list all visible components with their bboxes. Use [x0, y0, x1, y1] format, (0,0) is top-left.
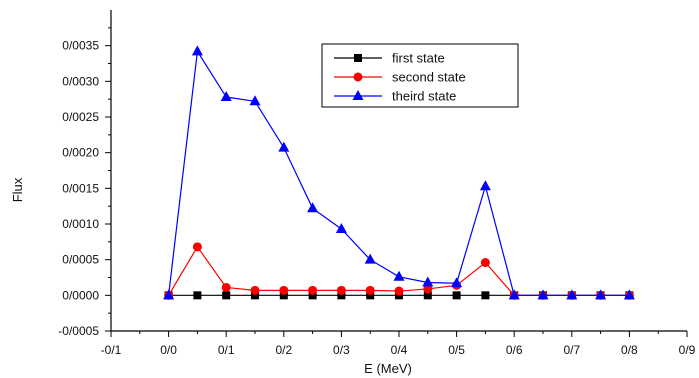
tick-marks — [105, 27, 688, 337]
x-tick-label: -0/1 — [101, 343, 122, 357]
legend-items: first state second state theird state — [334, 51, 466, 104]
data-point — [249, 95, 261, 106]
y-tick-label: 0/0025 — [62, 110, 99, 124]
x-tick-label: 0/4 — [391, 343, 408, 357]
tick-labels: -0/1 0/0 0/1 0/2 0/3 0/4 0/5 0/6 0/7 0/8 0/9 -0/000… — [58, 39, 695, 357]
y-tick-label: 0/0000 — [62, 288, 99, 302]
y-tick-label: 0/0030 — [62, 74, 99, 88]
data-point — [250, 285, 260, 295]
series-3 — [163, 45, 635, 300]
data-point — [279, 291, 288, 300]
series-layer — [163, 45, 635, 300]
x-tick-label: 0/8 — [621, 343, 638, 357]
x-tick-label: 0/7 — [563, 343, 580, 357]
legend-marker — [353, 72, 363, 82]
data-point — [251, 291, 259, 300]
x-tick-label: 0/0 — [160, 343, 177, 357]
legend-item: theird state — [334, 89, 456, 104]
data-point — [335, 222, 347, 233]
data-point — [423, 291, 432, 300]
data-point — [481, 291, 490, 300]
data-point — [422, 276, 434, 287]
data-point — [393, 270, 405, 281]
data-point — [222, 291, 231, 300]
data-point — [394, 286, 404, 296]
x-tick-label: 0/2 — [275, 343, 292, 357]
legend: first state second state theird state — [321, 43, 519, 108]
y-axis-title: Flux — [10, 177, 25, 202]
data-point — [279, 285, 289, 295]
y-tick-label: 0/0035 — [62, 39, 99, 53]
data-point — [191, 45, 203, 56]
data-point — [192, 242, 202, 252]
x-tick-label: 0/3 — [333, 343, 350, 357]
data-point — [337, 291, 346, 300]
data-point — [366, 291, 375, 300]
legend-label: second state — [392, 70, 466, 85]
y-tick-label: 0/0015 — [62, 181, 99, 195]
data-point — [566, 289, 578, 300]
data-point — [595, 289, 607, 300]
data-point — [163, 289, 175, 300]
y-tick-label: -0/0005 — [58, 324, 99, 338]
data-point — [221, 282, 231, 292]
legend-marker — [352, 90, 364, 100]
data-point — [480, 258, 490, 268]
data-point — [423, 284, 433, 294]
data-point — [537, 289, 549, 300]
data-point — [336, 285, 346, 295]
legend-item: first state — [334, 51, 445, 66]
y-tick-label: 0/0005 — [62, 253, 99, 267]
data-point — [308, 291, 317, 300]
data-point — [508, 289, 520, 300]
data-point — [451, 277, 463, 288]
data-point — [452, 291, 461, 300]
data-point — [308, 285, 318, 295]
data-point — [220, 91, 232, 102]
y-tick-label: 0/0010 — [62, 217, 99, 231]
x-tick-label: 0/9 — [679, 343, 696, 357]
x-tick-label: 0/1 — [218, 343, 235, 357]
legend-label: first state — [392, 51, 445, 66]
legend-label: theird state — [392, 89, 456, 104]
data-point — [307, 202, 319, 213]
data-point — [364, 253, 376, 264]
data-point — [623, 289, 635, 300]
data-point — [278, 141, 290, 152]
x-axis-title: E (MeV) — [364, 361, 412, 376]
data-point — [365, 285, 375, 295]
data-point — [479, 180, 491, 191]
x-tick-label: 0/5 — [448, 343, 465, 357]
legend-marker — [354, 54, 362, 62]
legend-item: second state — [334, 70, 466, 85]
data-point — [193, 291, 202, 300]
y-tick-label: 0/0020 — [62, 146, 99, 160]
x-tick-label: 0/6 — [506, 343, 523, 357]
